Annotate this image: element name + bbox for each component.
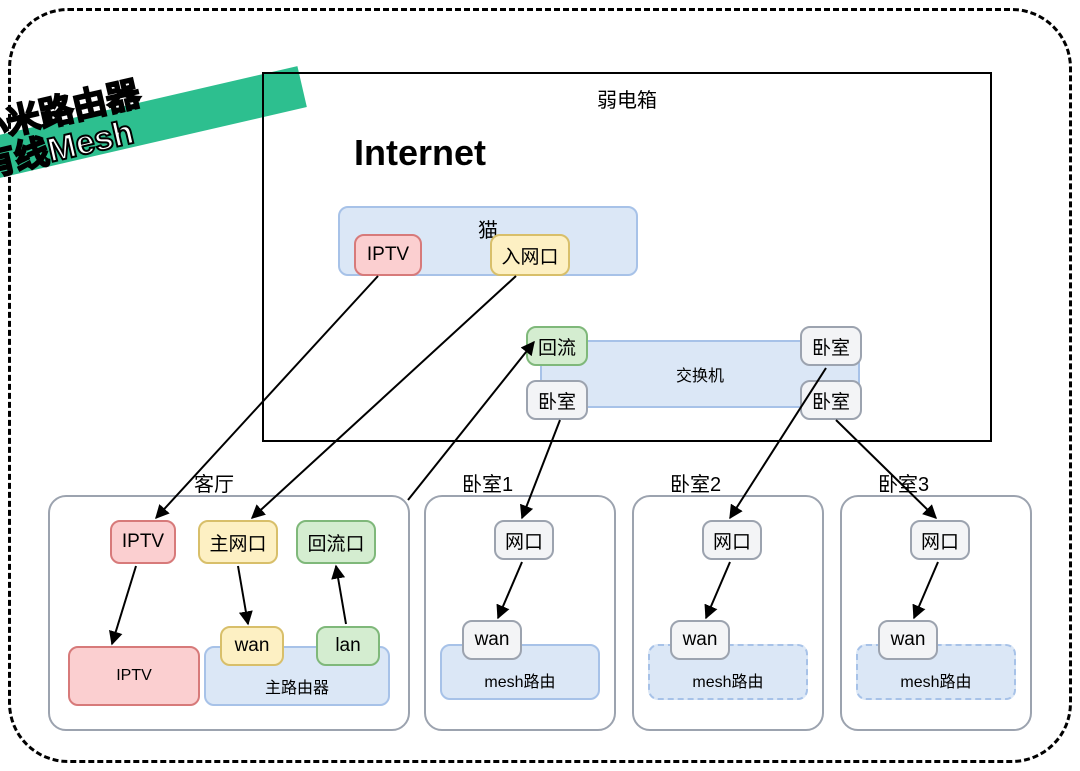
- bedroom1-port: 网口: [494, 520, 554, 560]
- living-main-port: 主网口: [198, 520, 278, 564]
- bedroom2-wan: wan: [670, 620, 730, 660]
- modem-inlet-port: 入网口: [490, 234, 570, 276]
- bedroom1-wan: wan: [462, 620, 522, 660]
- bedroom3-label: 卧室3: [878, 468, 929, 497]
- living-room-label: 客厅: [194, 468, 234, 497]
- bedroom3-wan: wan: [878, 620, 938, 660]
- living-backflow-port: 回流口: [296, 520, 376, 564]
- bedroom3-port: 网口: [910, 520, 970, 560]
- bedroom1-label: 卧室1: [462, 468, 513, 497]
- switch-bedroom-port-bl: 卧室: [526, 380, 588, 420]
- bedroom2-port: 网口: [702, 520, 762, 560]
- diagram-canvas: 小米路由器 有线Mesh 弱电箱 Internet 猫 IPTV 入网口 交换机…: [0, 0, 1080, 771]
- living-router-lan: lan: [316, 626, 380, 666]
- internet-title: Internet: [354, 132, 486, 174]
- weak-box-label: 弱电箱: [264, 84, 990, 113]
- switch-label: 交换机: [676, 362, 724, 386]
- living-iptv-port: IPTV: [110, 520, 176, 564]
- switch-bedroom-port-br: 卧室: [800, 380, 862, 420]
- switch-bedroom-port-tr: 卧室: [800, 326, 862, 366]
- living-router-wan: wan: [220, 626, 284, 666]
- switch-backflow-port: 回流: [526, 326, 588, 366]
- modem-iptv-port: IPTV: [354, 234, 422, 276]
- bedroom2-label: 卧室2: [670, 468, 721, 497]
- living-iptv-device: IPTV: [68, 646, 200, 706]
